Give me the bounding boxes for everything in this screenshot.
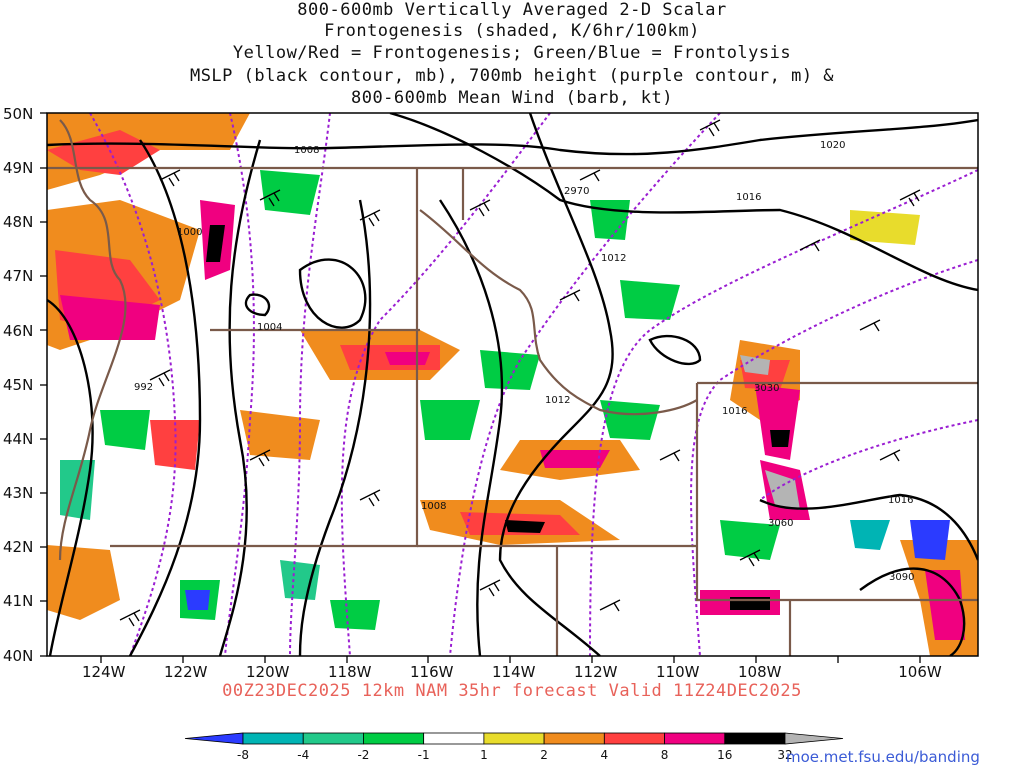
colorbar: -8 -4 -2 -1 1 2 4 8 16 32 — [185, 733, 843, 762]
lon-label: 118W — [328, 663, 372, 681]
lat-label: 49N — [3, 159, 33, 177]
contour-label: 3030 — [754, 383, 779, 394]
lat-label: 42N — [3, 538, 33, 556]
lat-label: 46N — [3, 322, 33, 340]
colorbar-swatch — [303, 733, 363, 744]
colorbar-swatch — [424, 733, 484, 744]
colorbar-swatch — [185, 733, 243, 744]
lon-label: 122W — [164, 663, 208, 681]
colorbar-swatch — [785, 733, 843, 744]
lon-label: 114W — [492, 663, 536, 681]
contour-label: 1004 — [257, 322, 282, 333]
contour-label: 1016 — [722, 406, 747, 417]
contour-label: 1008 — [421, 501, 446, 512]
lon-label: 124W — [82, 663, 126, 681]
contour-label: 2970 — [564, 186, 589, 197]
colorbar-swatch — [544, 733, 604, 744]
contour-label: 3060 — [768, 518, 793, 529]
lon-label: 116W — [410, 663, 454, 681]
lon-label: 110W — [656, 663, 700, 681]
contour-label: 1016 — [888, 495, 913, 506]
colorbar-label: 1 — [480, 748, 488, 762]
contour-label: 1012 — [601, 253, 626, 264]
lon-label: 120W — [246, 663, 290, 681]
colorbar-swatch — [243, 733, 303, 744]
colorbar-swatch — [363, 733, 423, 744]
latitude-labels: 50N 49N 48N 47N 46N 45N 44N 43N 42N 41N … — [3, 105, 33, 665]
lat-label: 48N — [3, 213, 33, 231]
colorbar-label: 2 — [540, 748, 548, 762]
credit-label: moe.met.fsu.edu/banding — [786, 748, 980, 766]
contour-label: 992 — [134, 382, 153, 393]
contour-label: 1016 — [736, 192, 761, 203]
colorbar-label: -1 — [418, 748, 430, 762]
lat-label: 40N — [3, 647, 33, 665]
contour-label: 1000 — [177, 227, 202, 238]
colorbar-label: 4 — [601, 748, 609, 762]
lon-label: 108W — [738, 663, 782, 681]
colorbar-swatch — [484, 733, 544, 744]
valid-time-label: 00Z23DEC2025 12km NAM 35hr forecast Vali… — [0, 681, 1024, 701]
contour-label: 1012 — [545, 395, 570, 406]
colorbar-swatch — [725, 733, 785, 744]
colorbar-label: -8 — [237, 748, 249, 762]
lat-label: 50N — [3, 105, 33, 123]
contour-label: 1008 — [294, 145, 319, 156]
lat-label: 44N — [3, 430, 33, 448]
colorbar-label: -2 — [357, 748, 369, 762]
contour-label: 1020 — [820, 140, 845, 151]
longitude-labels: 124W 122W 120W 118W 116W 114W 112W 110W … — [82, 663, 942, 681]
colorbar-swatch — [665, 733, 725, 744]
contour-label: 3090 — [889, 572, 914, 583]
colorbar-label: 8 — [661, 748, 669, 762]
lon-label: 112W — [574, 663, 618, 681]
lat-label: 47N — [3, 267, 33, 285]
lat-label: 41N — [3, 592, 33, 610]
lat-label: 43N — [3, 484, 33, 502]
colorbar-label: -4 — [297, 748, 309, 762]
colorbar-swatch — [604, 733, 664, 744]
colorbar-label: 16 — [717, 748, 732, 762]
lon-label: 106W — [898, 663, 942, 681]
map-panel: 1008 1020 2970 1016 1000 1012 1004 992 1… — [47, 113, 978, 656]
lat-label: 45N — [3, 376, 33, 394]
